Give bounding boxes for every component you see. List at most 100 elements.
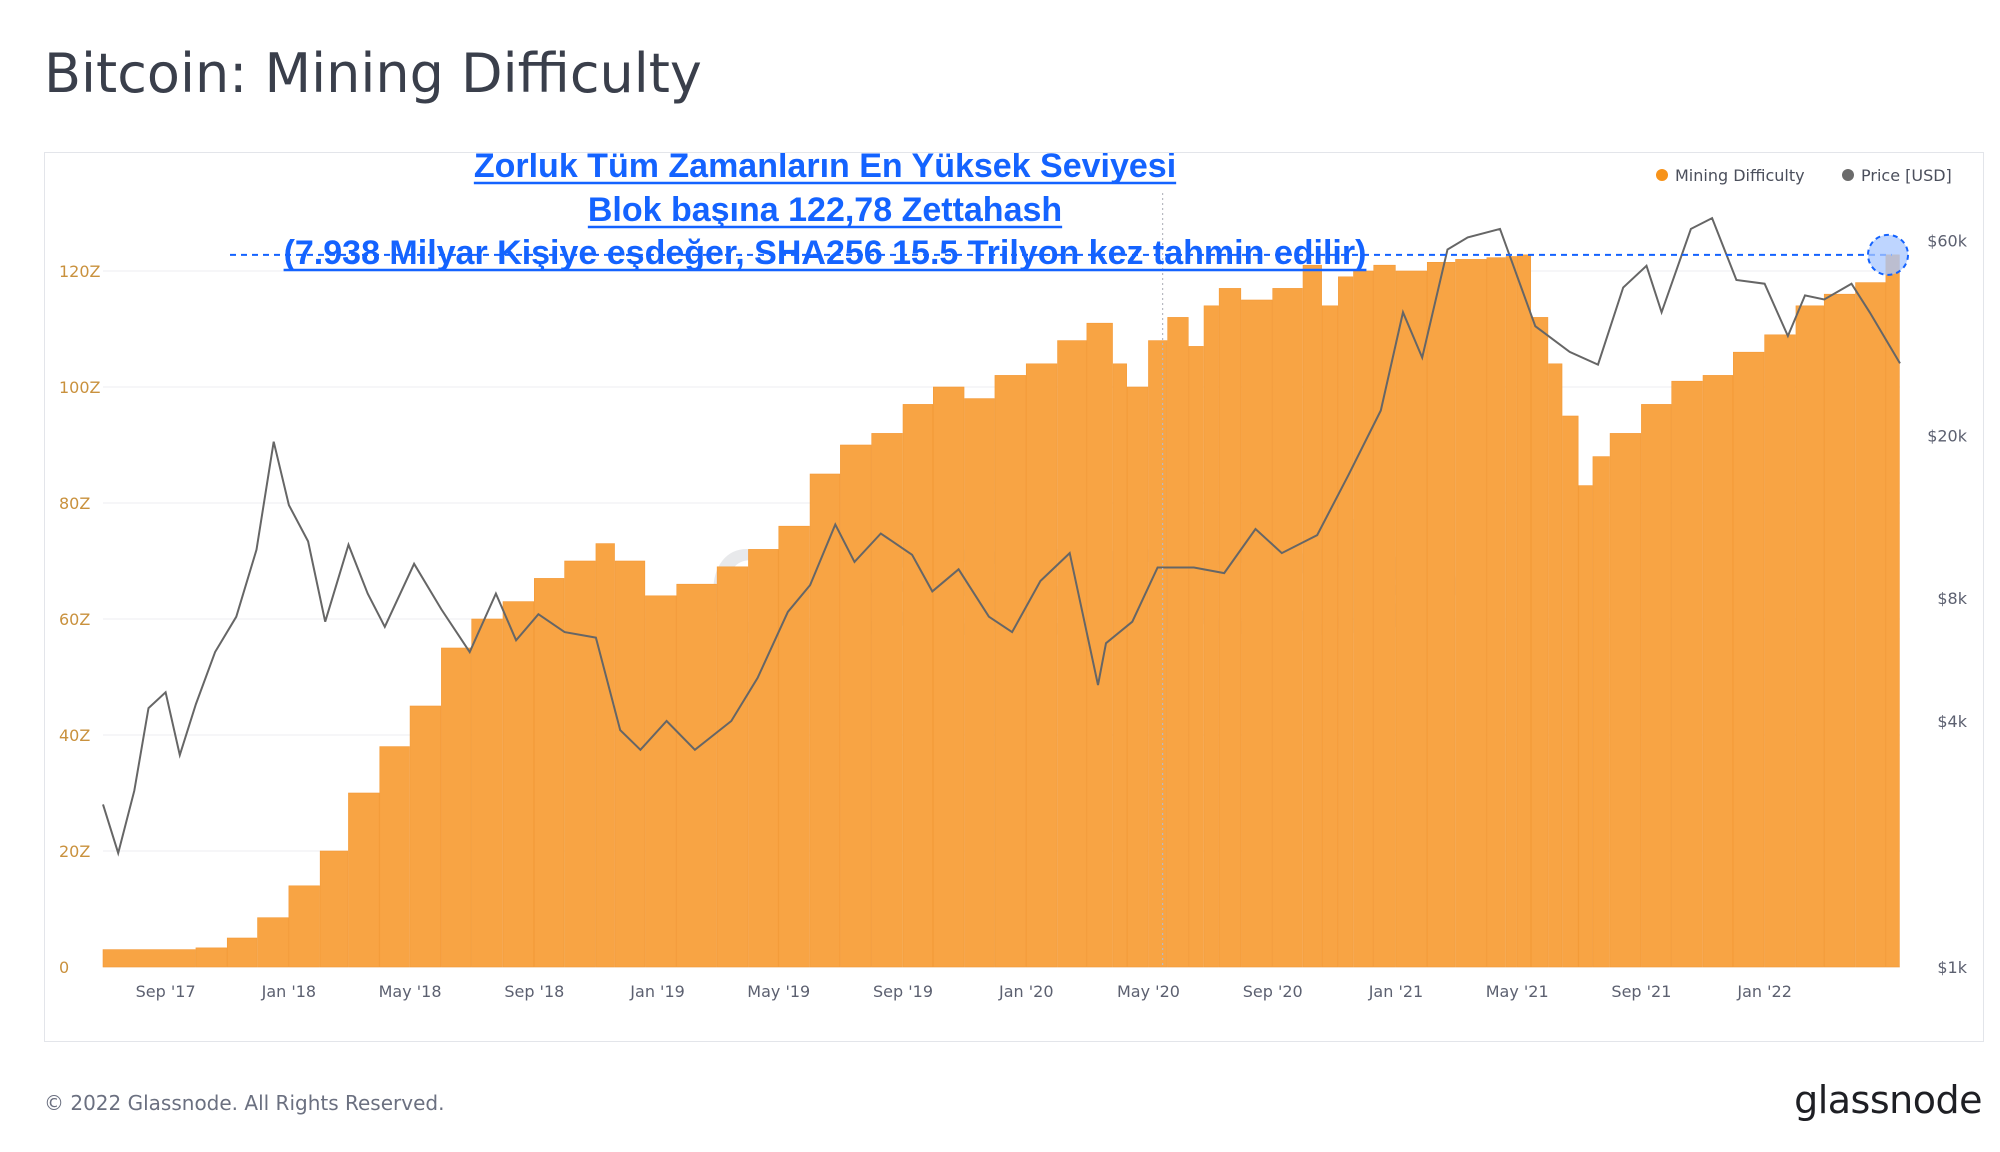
difficulty-bar: [1188, 346, 1204, 968]
x-tick-label: May '18: [379, 982, 442, 1001]
right-axis: $1k $4k $8k $20k $60k: [1927, 231, 1968, 977]
difficulty-bar: [964, 398, 995, 968]
difficulty-bar: [379, 746, 410, 968]
difficulty-bar: [534, 578, 565, 968]
difficulty-bar: [716, 566, 749, 968]
difficulty-bar: [1671, 380, 1703, 968]
y-right-tick-label: $4k: [1937, 712, 1967, 731]
difficulty-bar: [1025, 363, 1058, 968]
difficulty-bars: [102, 254, 1900, 968]
legend-swatch-difficulty: [1656, 169, 1668, 181]
difficulty-bar: [871, 433, 903, 968]
y-right-tick-label: $8k: [1937, 589, 1967, 608]
difficulty-bar: [1516, 254, 1532, 968]
difficulty-bar: [1426, 262, 1456, 968]
difficulty-bar: [564, 560, 596, 968]
difficulty-bar: [319, 850, 349, 968]
difficulty-bar: [1148, 340, 1168, 968]
difficulty-bar: [902, 404, 934, 968]
y-left-tick-label: 60Z: [59, 610, 90, 629]
difficulty-bar: [1702, 375, 1734, 968]
difficulty-bar: [409, 705, 442, 968]
x-tick-label: Jan '20: [998, 982, 1054, 1001]
difficulty-bar: [1578, 485, 1593, 968]
x-tick-label: Jan '19: [629, 982, 685, 1001]
annotation-line-3: (7.938 Milyar Kişiye eşdeğer, SHA256 15.…: [284, 234, 1367, 272]
difficulty-bar: [1167, 317, 1189, 968]
footer-copyright: © 2022 Glassnode. All Rights Reserved.: [44, 1091, 445, 1115]
legend-label-difficulty: Mining Difficulty: [1675, 166, 1805, 185]
difficulty-bar: [102, 949, 196, 968]
y-right-tick-label: $60k: [1927, 231, 1968, 250]
difficulty-bar: [441, 647, 472, 968]
difficulty-bar: [471, 618, 503, 968]
difficulty-bar: [1641, 404, 1672, 968]
x-tick-label: Jan '21: [1368, 982, 1424, 1001]
difficulty-bar: [840, 444, 872, 968]
difficulty-bar: [1823, 293, 1856, 968]
difficulty-bar: [1353, 270, 1374, 968]
difficulty-bar: [1531, 317, 1549, 968]
difficulty-bar: [257, 917, 289, 968]
difficulty-bar: [809, 473, 841, 968]
difficulty-bar: [645, 595, 677, 968]
x-tick-label: May '21: [1486, 982, 1549, 1001]
difficulty-bar: [1592, 456, 1610, 968]
price-line: [102, 216, 1901, 857]
difficulty-bar: [595, 543, 615, 968]
difficulty-bar: [1855, 282, 1886, 968]
difficulty-bar: [348, 792, 380, 968]
difficulty-bar: [1057, 340, 1087, 968]
y-right-tick-label: $1k: [1937, 958, 1967, 977]
difficulty-bar: [1218, 288, 1242, 968]
ath-marker: [1867, 233, 1909, 276]
x-tick-label: Sep '20: [1243, 982, 1303, 1001]
legend: Mining Difficulty Price [USD]: [1656, 166, 1952, 185]
x-axis: Sep '17 Jan '18 May '18 Sep '18 Jan '19 May '…: [136, 982, 1792, 1001]
y-left-tick-label: 120Z: [59, 262, 101, 281]
difficulty-bar: [1609, 433, 1642, 968]
annotation-underlines: [283, 181, 1367, 272]
difficulty-bar: [614, 560, 646, 968]
difficulty-bar: [195, 947, 227, 968]
difficulty-bar: [778, 525, 810, 968]
difficulty-bar: [226, 937, 258, 968]
difficulty-bar: [1795, 305, 1824, 968]
x-tick-label: Jan '22: [1736, 982, 1792, 1001]
difficulty-bar: [1338, 276, 1354, 968]
x-tick-label: Sep '17: [136, 982, 196, 1001]
difficulty-bar: [676, 583, 717, 968]
annotation: Zorluk Tüm Zamanların En Yüksek Seviyesi…: [283, 153, 1367, 272]
difficulty-bar: [502, 601, 535, 968]
difficulty-bar: [1373, 264, 1396, 968]
difficulty-bar: [1395, 270, 1427, 968]
difficulty-bar: [1086, 322, 1113, 968]
difficulty-bar: [748, 549, 779, 968]
x-tick-label: May '20: [1117, 982, 1180, 1001]
difficulty-bar: [1562, 415, 1579, 968]
y-left-tick-label: 100Z: [59, 378, 101, 397]
x-tick-label: Sep '21: [1611, 982, 1671, 1001]
y-left-tick-label: 80Z: [59, 494, 90, 513]
difficulty-bar: [1885, 254, 1900, 968]
y-right-tick-label: $20k: [1927, 426, 1968, 445]
page-title: Bitcoin: Mining Difficulty: [44, 42, 702, 105]
x-tick-label: Jan '18: [261, 982, 317, 1001]
difficulty-bar: [1764, 334, 1796, 968]
difficulty-bar: [1486, 257, 1506, 968]
difficulty-bar: [1241, 299, 1273, 968]
x-tick-label: Sep '19: [873, 982, 933, 1001]
difficulty-bar: [1455, 259, 1487, 968]
difficulty-bar: [1126, 386, 1149, 968]
y-left-tick-label: 20Z: [59, 842, 90, 861]
difficulty-bar: [933, 386, 965, 968]
difficulty-bar: [1548, 363, 1563, 968]
difficulty-bar: [1203, 305, 1219, 968]
difficulty-bar: [1272, 288, 1303, 968]
annotation-line-1: Zorluk Tüm Zamanların En Yüksek Seviyesi: [474, 153, 1176, 185]
difficulty-bar: [288, 885, 320, 968]
annotation-line-2: Blok başına 122,78 Zettahash: [588, 191, 1062, 229]
x-tick-label: Sep '18: [504, 982, 564, 1001]
difficulty-bar: [1112, 363, 1127, 968]
